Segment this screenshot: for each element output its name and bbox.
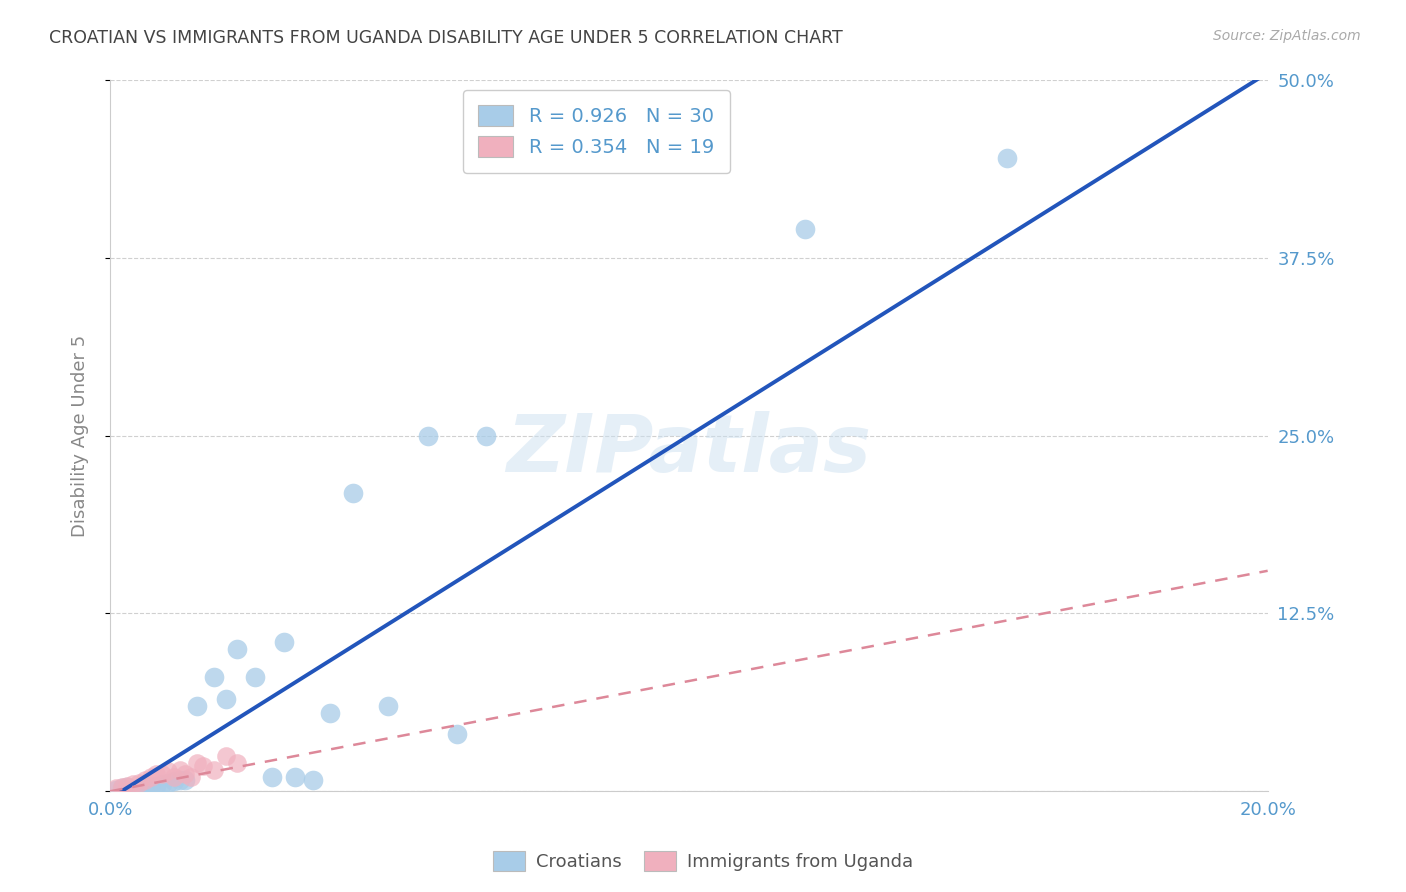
Point [995,151,1018,165]
Point [169,772,191,787]
Point [301,772,323,787]
Text: ZIPatlas: ZIPatlas [506,411,872,489]
Point [122,777,145,791]
Point [122,783,145,797]
Point [186,698,208,713]
Point [243,671,266,685]
Point [163,770,186,784]
Text: CROATIAN VS IMMIGRANTS FROM UGANDA DISABILITY AGE UNDER 5 CORRELATION CHART: CROATIAN VS IMMIGRANTS FROM UGANDA DISAB… [49,29,844,46]
Point [139,770,162,784]
Point [475,428,498,442]
Point [150,777,173,791]
Point [169,763,191,777]
Point [174,767,197,781]
Point [215,748,238,763]
Point [150,767,173,781]
Point [273,635,295,649]
Point [134,780,156,794]
Point [156,776,179,790]
Y-axis label: Disability Age Under 5: Disability Age Under 5 [72,334,89,537]
Point [202,763,225,777]
Legend: Croatians, Immigrants from Uganda: Croatians, Immigrants from Uganda [485,844,921,879]
Point [128,781,150,796]
Point [191,758,214,772]
Point [446,727,468,741]
Point [226,756,249,770]
Point [226,642,249,657]
Point [104,783,127,797]
Point [104,781,127,796]
Text: Source: ZipAtlas.com: Source: ZipAtlas.com [1213,29,1361,43]
Point [418,428,440,442]
Point [174,772,197,787]
Point [262,770,284,784]
Point [117,780,139,794]
Point [342,485,364,500]
Point [215,691,238,706]
Legend: R = 0.926   N = 30, R = 0.354   N = 19: R = 0.926 N = 30, R = 0.354 N = 19 [463,90,730,173]
Point [111,781,134,796]
Point [128,776,150,790]
Point [156,764,179,779]
Point [377,698,399,713]
Point [180,770,202,784]
Point [117,779,139,793]
Point [145,779,167,793]
Point [139,779,162,793]
Point [319,706,342,720]
Point [284,770,307,784]
Point [134,772,156,787]
Point [145,767,167,781]
Point [163,774,186,789]
Point [793,222,815,236]
Point [186,756,208,770]
Point [202,671,225,685]
Point [111,780,134,794]
